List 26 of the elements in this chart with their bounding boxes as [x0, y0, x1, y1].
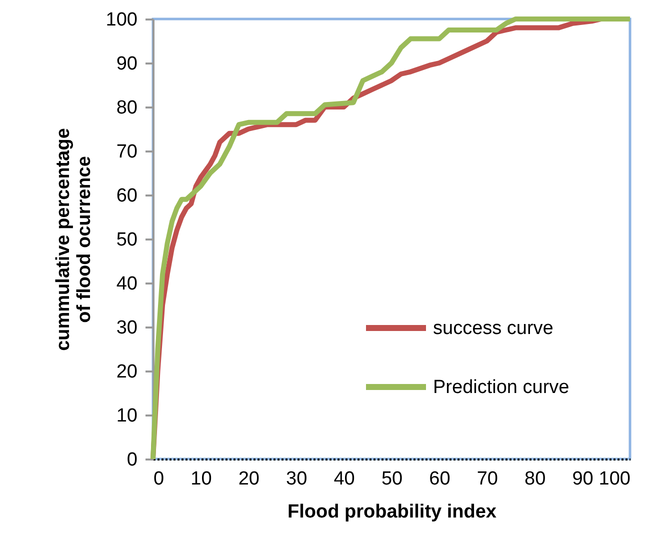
x-tick-label: 70	[476, 468, 498, 490]
x-axis-title: Flood probability index	[288, 502, 497, 522]
x-tick-label: 0	[154, 468, 164, 490]
y-axis-title: cummulative percentage of flood ocurrence	[52, 128, 95, 351]
y-tick-label: 0	[126, 450, 138, 470]
y-tick-label: 100	[106, 10, 138, 30]
y-tick-label: 70	[116, 142, 138, 162]
x-tick-label: 100	[598, 468, 630, 490]
y-tick-label: 30	[116, 318, 138, 338]
x-tick-label: 40	[334, 468, 355, 490]
legend-label: Prediction curve	[433, 377, 570, 398]
x-tick-label: 60	[429, 468, 450, 490]
x-tick-label: 50	[381, 468, 403, 490]
x-tick-label: 90	[572, 468, 594, 490]
legend-label: success curve	[433, 318, 554, 339]
y-tick-label: 50	[116, 230, 138, 250]
y-tick-label: 20	[116, 362, 138, 382]
y-tick-label: 10	[116, 406, 138, 426]
x-tick-label: 10	[190, 468, 212, 490]
y-tick-label: 40	[116, 274, 138, 294]
y-tick-label: 80	[116, 98, 138, 118]
y-tick-label: 60	[116, 186, 138, 206]
y-tick-label: 90	[116, 54, 138, 74]
x-tick-label: 80	[524, 468, 546, 490]
x-tick-label: 30	[286, 468, 308, 490]
x-tick-label: 20	[238, 468, 260, 490]
